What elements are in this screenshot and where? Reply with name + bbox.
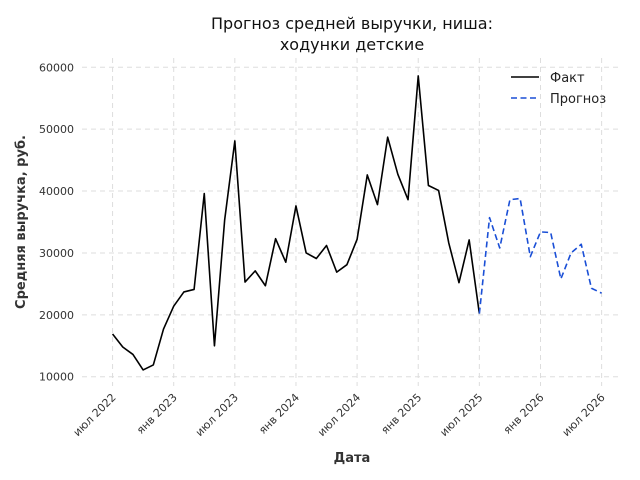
- y-tick-label: 30000: [39, 247, 74, 260]
- legend-label-forecast: Прогноз: [550, 92, 606, 107]
- series-line-fact: [111, 75, 481, 371]
- y-tick-label: 10000: [39, 371, 74, 384]
- series-line-forecast: [478, 197, 602, 314]
- legend: Факт Прогноз: [511, 71, 606, 107]
- series-lines: [111, 75, 602, 371]
- x-tick-label: июл 2025: [437, 391, 485, 439]
- y-tick-label: 50000: [39, 123, 74, 136]
- chart-title-line-1: Прогноз средней выручки, ниша:: [211, 14, 493, 33]
- y-tick-label: 20000: [39, 309, 74, 322]
- x-axis-ticks: июл 2022 янв 2023 июл 2023 янв 2024 июл 2024…: [71, 391, 608, 439]
- chart-title-line-2: ходунки детские: [280, 35, 424, 54]
- x-tick-label: янв 2023: [134, 391, 180, 437]
- x-tick-label: июл 2024: [315, 391, 363, 439]
- y-axis-label: Средняя выручка, руб.: [14, 135, 29, 309]
- x-tick-label: янв 2026: [501, 391, 547, 437]
- x-tick-label: янв 2025: [379, 391, 425, 437]
- x-tick-label: июл 2022: [71, 391, 119, 439]
- y-tick-label: 40000: [39, 185, 74, 198]
- x-axis-label: Дата: [334, 451, 371, 466]
- y-tick-label: 60000: [39, 61, 74, 74]
- x-tick-label: июл 2026: [560, 391, 608, 439]
- y-axis-ticks: 10000 20000 30000 40000 50000 60000: [39, 61, 74, 383]
- legend-label-fact: Факт: [550, 71, 585, 86]
- grid-lines: [82, 58, 622, 386]
- x-tick-label: июл 2023: [193, 391, 241, 439]
- x-tick-label: янв 2024: [256, 391, 302, 437]
